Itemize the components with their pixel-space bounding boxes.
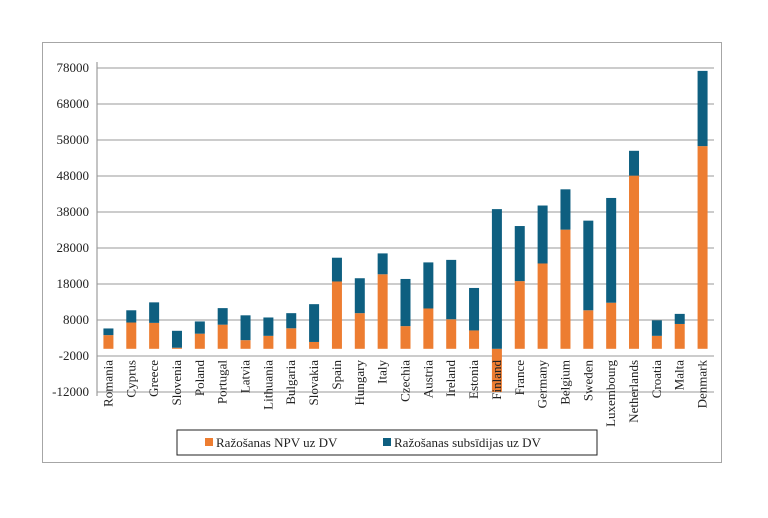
bar-greece-subsidies bbox=[149, 302, 160, 323]
chart-frame bbox=[42, 42, 722, 463]
x-tick-label: Slovenia bbox=[169, 360, 184, 406]
x-tick-label: Malta bbox=[672, 360, 687, 391]
x-tick-label: Ireland bbox=[443, 360, 458, 397]
x-tick-label: Hungary bbox=[352, 360, 367, 406]
bar-hungary-subsidies bbox=[354, 278, 365, 314]
y-tick-label: -12000 bbox=[52, 384, 89, 399]
bar-latvia-subsidies bbox=[240, 315, 251, 341]
bar-greece-npv bbox=[149, 322, 160, 349]
x-tick-label: Luxembourg bbox=[603, 360, 618, 427]
bar-finland-npv bbox=[491, 348, 502, 392]
x-tick-label: Germany bbox=[535, 360, 550, 409]
x-tick-label: Cyprus bbox=[123, 360, 138, 398]
bar-sweden-npv bbox=[583, 310, 594, 349]
x-tick-label: Denmark bbox=[695, 360, 710, 409]
x-tick-label: Czechia bbox=[398, 360, 413, 402]
x-tick-label: Belgium bbox=[557, 360, 572, 405]
y-tick-label: 58000 bbox=[57, 132, 90, 147]
bar-netherlands-subsidies bbox=[629, 150, 640, 176]
bar-latvia-npv bbox=[240, 340, 251, 349]
legend: Ražošanas NPV uz DV Ražošanas subsīdijas… bbox=[176, 429, 598, 456]
x-tick-label: Greece bbox=[146, 360, 161, 397]
bar-luxembourg-subsidies bbox=[606, 197, 617, 303]
x-tick-label: Austria bbox=[420, 360, 435, 399]
bar-lithuania-npv bbox=[263, 335, 274, 349]
y-tick-label: 78000 bbox=[57, 60, 90, 75]
y-tick-label: 28000 bbox=[57, 240, 90, 255]
x-tick-label: Latvia bbox=[238, 360, 253, 393]
bar-italy-npv bbox=[377, 274, 388, 349]
y-tick-label: 38000 bbox=[57, 204, 90, 219]
bar-sweden-subsidies bbox=[583, 220, 594, 311]
bar-spain-subsidies bbox=[331, 257, 342, 282]
bar-croatia-subsidies bbox=[651, 320, 662, 336]
bar-netherlands-npv bbox=[629, 175, 640, 349]
bar-hungary-npv bbox=[354, 313, 365, 349]
bar-slovenia-subsidies bbox=[171, 330, 182, 348]
bar-poland-npv bbox=[194, 333, 205, 349]
x-tick-label: Poland bbox=[192, 360, 207, 397]
bar-portugal-subsidies bbox=[217, 308, 228, 325]
bar-finland-subsidies bbox=[491, 209, 502, 349]
bar-romania-npv bbox=[103, 335, 114, 349]
bar-lithuania-subsidies bbox=[263, 317, 274, 336]
bar-portugal-npv bbox=[217, 324, 228, 349]
bar-slovakia-subsidies bbox=[309, 304, 320, 342]
x-tick-label: Finland bbox=[489, 360, 504, 400]
bar-croatia-npv bbox=[651, 335, 662, 349]
bar-cyprus-npv bbox=[126, 322, 137, 349]
bar-france-subsidies bbox=[514, 226, 525, 282]
x-tick-label: Italy bbox=[375, 360, 390, 384]
bar-malta-npv bbox=[674, 323, 685, 349]
x-tick-label: Slovakia bbox=[306, 360, 321, 406]
bar-ireland-npv bbox=[446, 319, 457, 349]
x-tick-label: Romania bbox=[100, 360, 115, 407]
bar-denmark-npv bbox=[697, 146, 708, 349]
bar-austria-npv bbox=[423, 308, 434, 349]
bar-estonia-npv bbox=[469, 330, 480, 349]
bar-denmark-subsidies bbox=[697, 70, 708, 147]
legend-label-npv: Ražošanas NPV uz DV bbox=[216, 435, 338, 450]
bar-austria-subsidies bbox=[423, 262, 434, 309]
bar-slovakia-npv bbox=[309, 341, 320, 349]
x-tick-label: Sweden bbox=[580, 360, 595, 402]
legend-swatch-subsidies bbox=[383, 438, 391, 446]
legend-swatch-npv bbox=[205, 438, 213, 446]
x-tick-label: Lithuania bbox=[260, 360, 275, 410]
x-tick-label: Spain bbox=[329, 360, 344, 390]
bar-czechia-subsidies bbox=[400, 278, 411, 327]
bar-germany-subsidies bbox=[537, 205, 548, 264]
bar-belgium-npv bbox=[560, 229, 571, 349]
bar-spain-npv bbox=[331, 281, 342, 349]
y-tick-label: -2000 bbox=[59, 348, 89, 363]
x-tick-label: Estonia bbox=[466, 360, 481, 399]
x-tick-label: Croatia bbox=[649, 360, 664, 398]
legend-label-subsidies: Ražošanas subsīdijas uz DV bbox=[394, 435, 542, 450]
y-tick-label: 68000 bbox=[57, 96, 90, 111]
bar-romania-subsidies bbox=[103, 328, 114, 336]
bar-bulgaria-subsidies bbox=[286, 313, 297, 329]
bar-ireland-subsidies bbox=[446, 259, 457, 320]
bar-malta-subsidies bbox=[674, 313, 685, 324]
bar-slovenia-npv bbox=[171, 347, 182, 349]
x-tick-label: France bbox=[512, 360, 527, 396]
bar-poland-subsidies bbox=[194, 321, 205, 334]
bar-czechia-npv bbox=[400, 326, 411, 349]
x-tick-label: Netherlands bbox=[626, 360, 641, 423]
bar-belgium-subsidies bbox=[560, 189, 571, 230]
y-tick-label: 8000 bbox=[63, 312, 89, 327]
x-tick-label: Portugal bbox=[215, 360, 230, 404]
bar-germany-npv bbox=[537, 263, 548, 349]
y-tick-label: 48000 bbox=[57, 168, 90, 183]
bar-cyprus-subsidies bbox=[126, 310, 137, 323]
bar-bulgaria-npv bbox=[286, 328, 297, 349]
bar-luxembourg-npv bbox=[606, 302, 617, 349]
bar-estonia-subsidies bbox=[469, 287, 480, 331]
bar-italy-subsidies bbox=[377, 253, 388, 275]
x-tick-label: Bulgaria bbox=[283, 360, 298, 405]
y-tick-label: 18000 bbox=[57, 276, 90, 291]
bar-france-npv bbox=[514, 281, 525, 349]
